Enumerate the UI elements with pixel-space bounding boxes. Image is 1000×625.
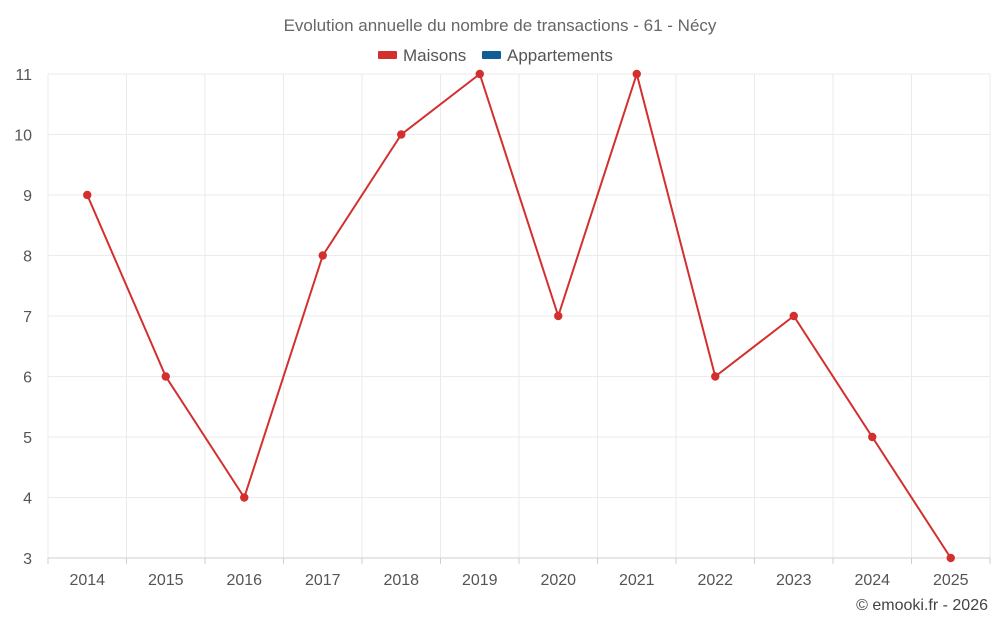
data-point[interactable] <box>397 130 406 139</box>
x-tick-label: 2018 <box>383 572 419 589</box>
data-point[interactable] <box>83 190 92 200</box>
series-maisons <box>83 69 955 563</box>
series-line-maisons <box>86 73 952 559</box>
data-point[interactable] <box>318 251 327 260</box>
legend-swatch-maisons <box>378 51 397 59</box>
chart-title: Evolution annuelle du nombre de transact… <box>284 16 717 35</box>
credit-text: © emooki.fr - 2026 <box>856 597 988 614</box>
y-tick-label: 8 <box>23 249 32 266</box>
legend: Maisons Appartements <box>378 46 613 65</box>
y-tick-label: 3 <box>23 551 32 568</box>
y-tick-label: 4 <box>23 491 32 508</box>
x-tick-label: 2023 <box>776 572 812 589</box>
data-point[interactable] <box>868 432 877 442</box>
data-point[interactable] <box>240 493 249 502</box>
data-point[interactable] <box>711 372 720 381</box>
data-point[interactable] <box>632 69 641 79</box>
x-tick-label: 2019 <box>462 572 498 589</box>
gridlines <box>47 73 991 558</box>
data-point[interactable] <box>161 372 170 381</box>
x-tick-label: 2021 <box>619 572 655 589</box>
data-point[interactable] <box>475 69 484 79</box>
y-tick-label: 11 <box>15 67 32 84</box>
legend-label-maisons: Maisons <box>403 46 466 65</box>
y-tick-label: 10 <box>14 128 32 145</box>
x-tick-label: 2016 <box>226 572 262 589</box>
x-tick-label: 2022 <box>697 572 733 589</box>
x-tick-label: 2015 <box>148 572 184 589</box>
legend-label-appartements: Appartements <box>507 46 613 65</box>
x-tick-labels: 2014 2015 2016 2017 2018 2019 2020 2021 2022 2023… <box>69 572 968 589</box>
x-tick-label: 2020 <box>540 572 576 589</box>
x-tick-label: 2025 <box>933 572 969 589</box>
y-tick-label: 9 <box>23 188 32 205</box>
x-tick-label: 2014 <box>69 572 105 589</box>
x-tick-label: 2017 <box>305 572 341 589</box>
axes <box>47 557 991 564</box>
y-tick-label: 7 <box>23 309 32 326</box>
legend-swatch-appartements <box>482 51 501 59</box>
data-point[interactable] <box>946 553 955 563</box>
x-tick-label: 2024 <box>854 572 890 589</box>
y-tick-label: 5 <box>23 430 32 447</box>
legend-item-maisons[interactable]: Maisons <box>378 46 466 65</box>
legend-item-appartements[interactable]: Appartements <box>482 46 613 65</box>
data-point[interactable] <box>789 311 798 321</box>
y-tick-label: 6 <box>23 370 32 387</box>
y-tick-labels: 3 4 5 6 7 8 9 10 11 <box>14 67 32 568</box>
data-point[interactable] <box>554 311 563 321</box>
